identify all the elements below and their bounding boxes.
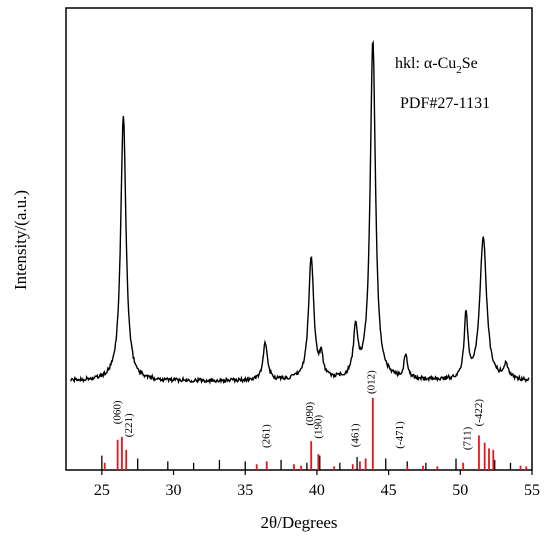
hkl-label: (221) xyxy=(123,413,135,437)
hkl-label: (190) xyxy=(312,414,324,438)
hkl-label: (-422) xyxy=(473,399,485,427)
x-axis-ticks: 25 30 35 40 45 50 55 xyxy=(94,470,540,499)
x-tick-label: 30 xyxy=(166,482,182,499)
x-tick-label: 50 xyxy=(452,482,468,499)
x-tick-label: 35 xyxy=(237,482,253,499)
hkl-label: (012) xyxy=(365,370,377,394)
x-tick-label: 40 xyxy=(309,482,325,499)
hkl-label: (261) xyxy=(261,424,273,448)
x-tick-label: 55 xyxy=(524,482,540,499)
hkl-label: (-471) xyxy=(394,421,406,449)
legend-hkl-text: hkl: α-Cu2Se xyxy=(395,55,478,76)
reference-lines xyxy=(101,398,528,470)
hkl-labels: (060)(221) (261) (090)(190) (461) (012) (-471… xyxy=(112,370,485,450)
x-tick-label: 45 xyxy=(381,482,397,499)
legend-pdf-text: PDF#27-1131 xyxy=(400,95,490,112)
hkl-label: (060) xyxy=(112,400,124,424)
hkl-label: (711) xyxy=(461,426,473,450)
y-axis-label: Intensity/(a.u.) xyxy=(11,190,30,290)
legend-subscript: 2 xyxy=(456,64,462,76)
x-tick-label: 25 xyxy=(94,482,110,499)
x-axis-label: 2θ/Degrees xyxy=(260,513,337,532)
legend-suffix: Se xyxy=(462,55,478,72)
hkl-label: (461) xyxy=(350,423,362,447)
xrd-pattern-line xyxy=(70,40,530,385)
legend-prefix: hkl: α-Cu xyxy=(395,55,456,72)
plot-frame xyxy=(65,7,533,471)
hkl-label: (090) xyxy=(304,402,316,426)
